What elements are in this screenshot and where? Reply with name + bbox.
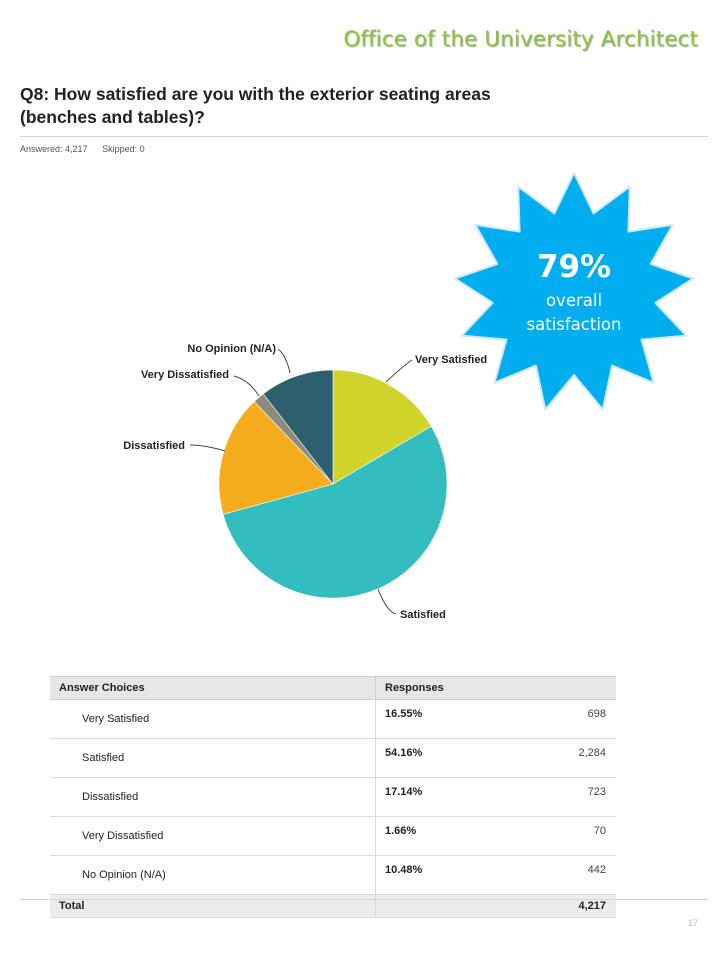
table-row: No Opinion (N/A) 10.48% 442: [50, 855, 616, 895]
question-title: Q8: How satisfied are you with the exter…: [20, 83, 670, 129]
row-count: 698: [508, 699, 616, 739]
header-title: Office of the University Architect: [343, 27, 698, 52]
table-row: Dissatisfied 17.14% 723: [50, 777, 616, 817]
total-spacer: [375, 894, 509, 918]
row-count: 2,284: [508, 738, 616, 778]
skipped-count: Skipped: 0: [102, 144, 145, 154]
table-row: Very Satisfied 16.55% 698: [50, 699, 616, 739]
badge-line-2: satisfaction: [527, 315, 622, 334]
pie-slice-dissatisfied: [218, 401, 334, 515]
pie-slice-no-opinion-n-a: [262, 369, 334, 485]
footer-divider: [20, 899, 708, 900]
page-number: 17: [687, 918, 698, 928]
satisfaction-badge: 79% overall satisfaction: [453, 172, 695, 411]
table-total-row: Total 4,217: [50, 894, 616, 918]
row-percent: 54.16%: [375, 738, 509, 778]
badge-percent: 79%: [537, 249, 611, 285]
slice-labels: Very Satisfied Satisfied Dissatisfied Very …: [123, 343, 487, 621]
question-line-1: Q8: How satisfied are you with the exter…: [20, 84, 491, 104]
row-count: 442: [508, 855, 616, 895]
total-value: 4,217: [508, 894, 616, 918]
leader-line: [233, 375, 260, 397]
slice-label: No Opinion (N/A): [187, 343, 276, 355]
leader-line: [277, 348, 291, 374]
row-choice: No Opinion (N/A): [50, 855, 376, 895]
leader-line: [385, 359, 413, 383]
leader-line: [377, 588, 397, 615]
responses-table: Answer Choices Responses Very Satisfied …: [50, 676, 616, 918]
slice-label: Very Satisfied: [415, 354, 487, 366]
table-row: Satisfied 54.16% 2,284: [50, 738, 616, 778]
answered-count: Answered: 4,217: [20, 144, 88, 154]
badge-line-1: overall: [546, 291, 602, 310]
header-responses: Responses: [375, 676, 616, 700]
table-header-row: Answer Choices Responses: [50, 676, 616, 700]
row-percent: 16.55%: [375, 699, 509, 739]
slice-label: Dissatisfied: [123, 440, 185, 452]
header-answer-choices: Answer Choices: [50, 676, 376, 700]
question-divider: [20, 136, 708, 137]
table-row: Very Dissatisfied 1.66% 70: [50, 816, 616, 856]
row-percent: 1.66%: [375, 816, 509, 856]
row-count: 723: [508, 777, 616, 817]
pie-slice-satisfied: [222, 425, 448, 599]
pie-chart: Very Satisfied Satisfied Dissatisfied Very …: [123, 172, 695, 621]
total-label: Total: [50, 894, 376, 918]
row-percent: 17.14%: [375, 777, 509, 817]
row-count: 70: [508, 816, 616, 856]
leader-line: [189, 444, 226, 452]
row-choice: Satisfied: [50, 738, 376, 778]
pie-slice-very-satisfied: [332, 369, 432, 485]
row-percent: 10.48%: [375, 855, 509, 895]
slice-label: Very Dissatisfied: [141, 369, 229, 381]
starburst-shape: [453, 172, 695, 411]
question-line-2: (benches and tables)?: [20, 107, 205, 127]
row-choice: Very Satisfied: [50, 699, 376, 739]
slice-label: Satisfied: [400, 609, 446, 621]
response-meta: Answered: 4,217 Skipped: 0: [20, 144, 145, 154]
leader-lines: [189, 348, 413, 615]
row-choice: Dissatisfied: [50, 777, 376, 817]
row-choice: Very Dissatisfied: [50, 816, 376, 856]
pie-slices: [218, 369, 448, 599]
